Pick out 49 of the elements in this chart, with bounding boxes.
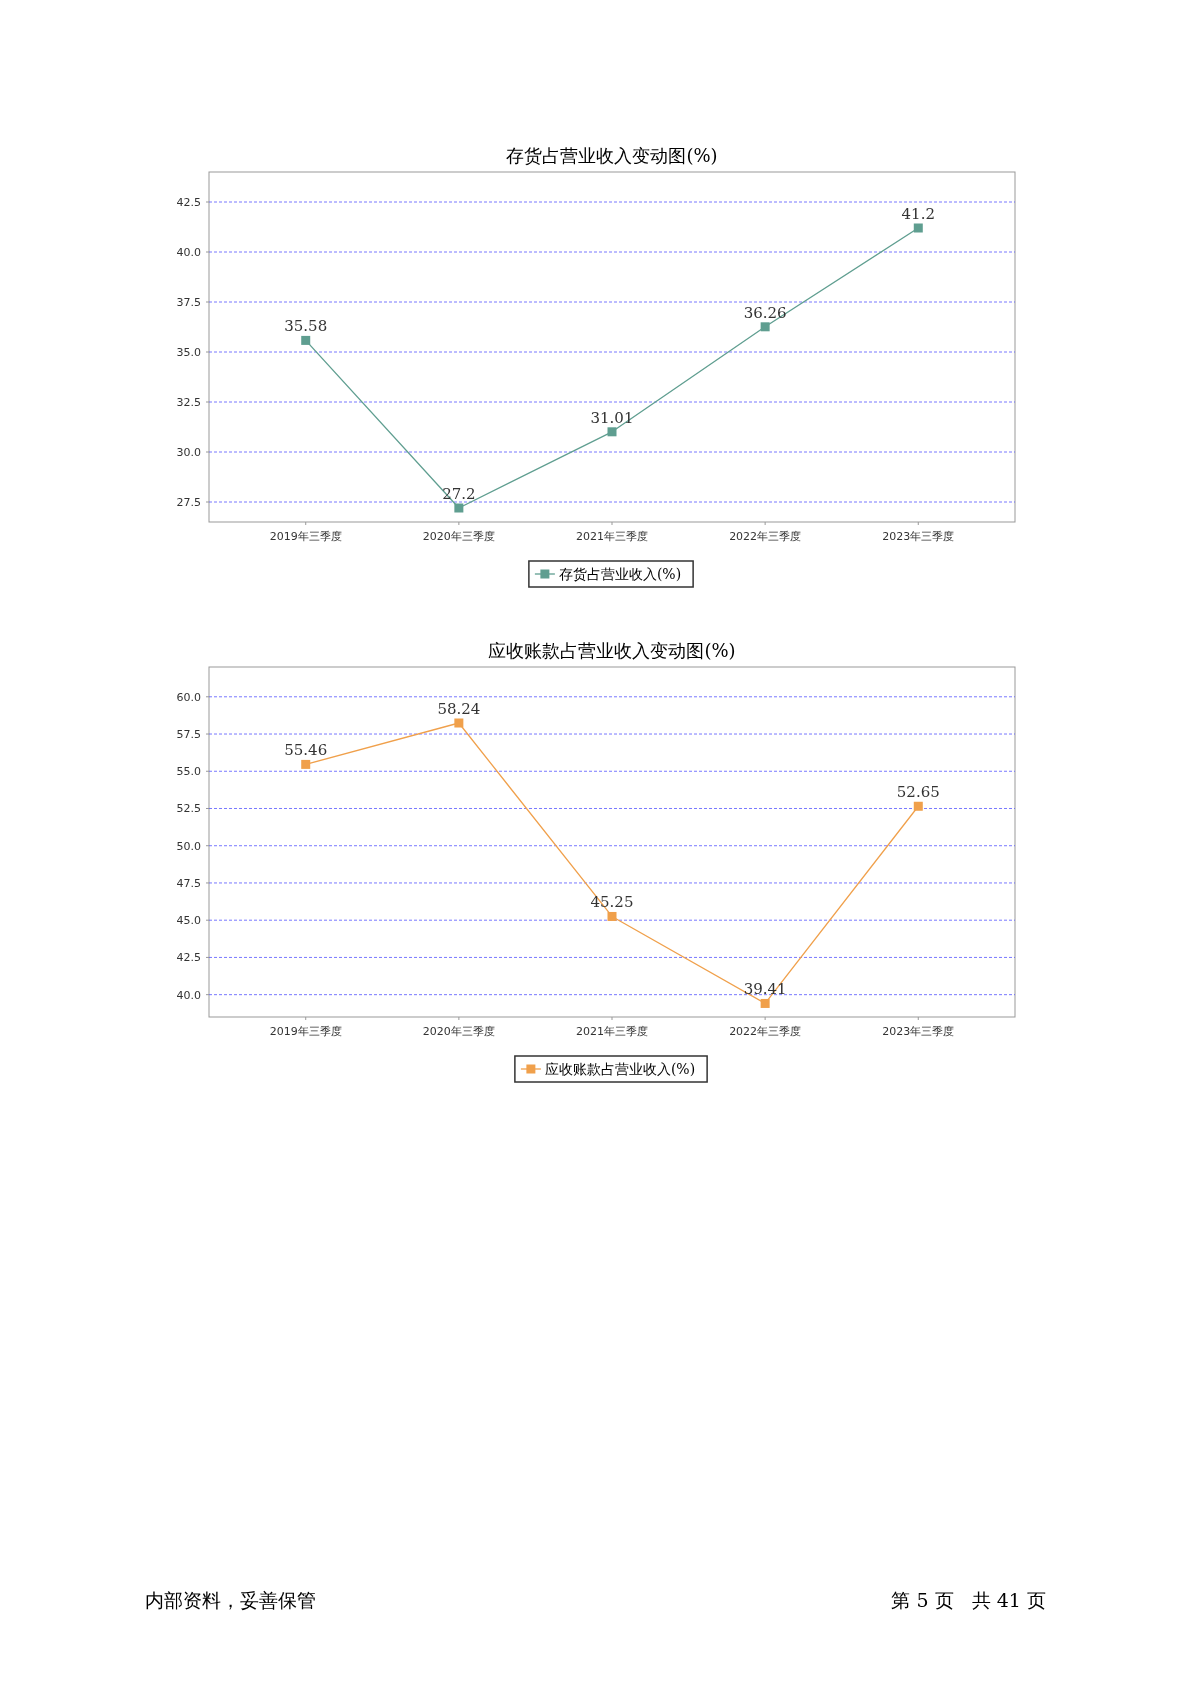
y-tick-label: 52.5 — [176, 802, 201, 816]
text: 内部资料，妥善保管 — [145, 1589, 316, 1611]
y-tick-label: 47.5 — [176, 876, 201, 890]
y-tick-label: 40.0 — [176, 246, 201, 259]
text: 第 5 页 共 41 页 — [891, 1589, 1046, 1611]
x-tick-label: 2021年三季度 — [576, 530, 648, 543]
y-tick-label: 42.5 — [176, 951, 201, 965]
y-tick-label: 50.0 — [176, 839, 201, 853]
x-tick-label: 2022年三季度 — [729, 530, 802, 543]
data-label: 31.01 — [590, 408, 634, 427]
data-label: 41.2 — [901, 205, 935, 223]
point — [607, 427, 617, 437]
x-tick-label: 2019年三季度 — [269, 1025, 342, 1038]
y-tick-label: 35.0 — [176, 346, 201, 359]
chart-title: 存货占营业收入变动图(%) — [506, 145, 718, 166]
point — [454, 718, 464, 728]
legend-label: 存货占营业收入(%) — [558, 566, 682, 582]
y-tick-label: 42.5 — [176, 196, 201, 209]
point — [913, 223, 923, 233]
x-tick-label: 2023年三季度 — [882, 1025, 955, 1038]
x-tick-label: 2021年三季度 — [576, 1025, 648, 1038]
data-label: 58.24 — [437, 700, 481, 718]
y-tick-label: 40.0 — [176, 988, 201, 1002]
y-tick-label: 57.5 — [176, 728, 201, 742]
point — [913, 801, 923, 811]
y-tick-label: 37.5 — [176, 296, 201, 309]
point — [607, 911, 617, 921]
y-tick-label: 55.0 — [176, 765, 201, 779]
y-tick-label: 27.5 — [176, 496, 201, 509]
x-tick-label: 2020年三季度 — [422, 1025, 495, 1038]
x-tick-label: 2023年三季度 — [882, 530, 955, 543]
legend-label: 应收账款占营业收入(%) — [544, 1061, 696, 1077]
y-tick-label: 32.5 — [176, 396, 201, 409]
data-label: 35.58 — [284, 317, 328, 336]
point — [301, 759, 311, 769]
point — [760, 322, 770, 332]
point — [454, 503, 464, 513]
data-label: 55.46 — [284, 741, 328, 760]
x-tick-label: 2022年三季度 — [729, 1025, 802, 1038]
y-tick-label: 45.0 — [176, 914, 201, 928]
chart-title: 应收账款占营业收入变动图(%) — [488, 640, 736, 661]
point — [760, 998, 770, 1008]
y-tick-label: 30.0 — [176, 446, 201, 459]
x-tick-label: 2020年三季度 — [422, 530, 495, 543]
y-tick-label: 60.0 — [176, 690, 201, 704]
x-tick-label: 2019年三季度 — [269, 530, 342, 543]
data-label: 36.26 — [743, 303, 787, 322]
point — [301, 335, 311, 345]
data-label: 52.65 — [896, 783, 940, 802]
